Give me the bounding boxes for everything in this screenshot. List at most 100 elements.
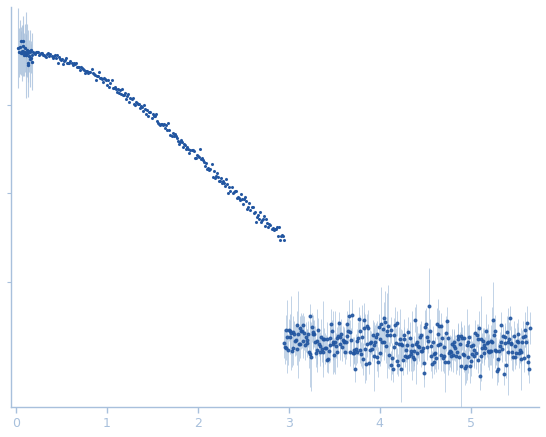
- Point: [478, 345, 486, 352]
- Point: [296, 324, 305, 331]
- Point: [43, 51, 52, 58]
- Point: [483, 339, 491, 346]
- Point: [451, 344, 460, 351]
- Point: [204, 165, 213, 172]
- Point: [360, 325, 369, 332]
- Point: [474, 324, 483, 331]
- Point: [195, 145, 204, 152]
- Point: [449, 338, 458, 345]
- Point: [277, 232, 286, 239]
- Point: [223, 180, 232, 187]
- Point: [281, 345, 290, 352]
- Point: [456, 333, 465, 340]
- Point: [24, 49, 33, 56]
- Point: [339, 339, 348, 346]
- Point: [74, 64, 83, 71]
- Point: [182, 146, 191, 153]
- Point: [107, 76, 116, 83]
- Point: [126, 95, 135, 102]
- Point: [301, 342, 310, 349]
- Point: [52, 52, 61, 59]
- Point: [519, 355, 528, 362]
- Point: [98, 76, 106, 83]
- Point: [197, 156, 205, 163]
- Point: [373, 354, 382, 361]
- Point: [86, 68, 95, 75]
- Point: [361, 345, 370, 352]
- Point: [301, 334, 310, 341]
- Point: [147, 114, 156, 121]
- Point: [509, 354, 518, 361]
- Point: [152, 118, 161, 125]
- Point: [215, 177, 223, 184]
- Point: [387, 362, 396, 369]
- Point: [57, 56, 66, 63]
- Point: [78, 64, 86, 71]
- Point: [99, 79, 108, 86]
- Point: [290, 330, 299, 337]
- Point: [100, 74, 109, 81]
- Point: [17, 49, 26, 56]
- Point: [110, 83, 119, 90]
- Point: [375, 324, 383, 331]
- Point: [45, 52, 54, 59]
- Point: [309, 330, 318, 337]
- Point: [424, 337, 432, 344]
- Point: [66, 58, 75, 65]
- Point: [386, 327, 395, 334]
- Point: [125, 98, 134, 105]
- Point: [61, 57, 69, 64]
- Point: [288, 348, 296, 355]
- Point: [139, 107, 147, 114]
- Point: [232, 188, 240, 195]
- Point: [489, 317, 497, 324]
- Point: [416, 333, 424, 340]
- Point: [47, 52, 56, 59]
- Point: [160, 121, 169, 128]
- Point: [400, 336, 409, 343]
- Point: [114, 86, 122, 93]
- Point: [48, 54, 57, 61]
- Point: [455, 340, 464, 347]
- Point: [276, 237, 284, 244]
- Point: [229, 189, 238, 196]
- Point: [466, 363, 474, 370]
- Point: [219, 177, 228, 184]
- Point: [408, 342, 417, 349]
- Point: [28, 58, 37, 65]
- Point: [322, 344, 330, 351]
- Point: [171, 132, 180, 139]
- Point: [330, 351, 339, 358]
- Point: [252, 213, 261, 220]
- Point: [354, 335, 363, 342]
- Point: [352, 349, 361, 356]
- Point: [28, 49, 37, 55]
- Point: [392, 320, 401, 327]
- Point: [329, 339, 338, 346]
- Point: [202, 160, 211, 167]
- Point: [422, 320, 430, 327]
- Point: [243, 206, 252, 213]
- Point: [472, 332, 481, 339]
- Point: [164, 120, 173, 127]
- Point: [384, 323, 393, 330]
- Point: [116, 87, 124, 94]
- Point: [59, 60, 68, 67]
- Point: [238, 195, 246, 202]
- Point: [522, 338, 531, 345]
- Point: [272, 223, 281, 230]
- Point: [351, 366, 359, 373]
- Point: [288, 345, 297, 352]
- Point: [369, 332, 377, 339]
- Point: [70, 61, 79, 68]
- Point: [169, 132, 178, 139]
- Point: [157, 121, 165, 128]
- Point: [311, 338, 319, 345]
- Point: [506, 315, 514, 322]
- Point: [322, 336, 331, 343]
- Point: [102, 76, 111, 83]
- Point: [391, 322, 400, 329]
- Point: [401, 352, 410, 359]
- Point: [87, 66, 96, 73]
- Point: [449, 352, 458, 359]
